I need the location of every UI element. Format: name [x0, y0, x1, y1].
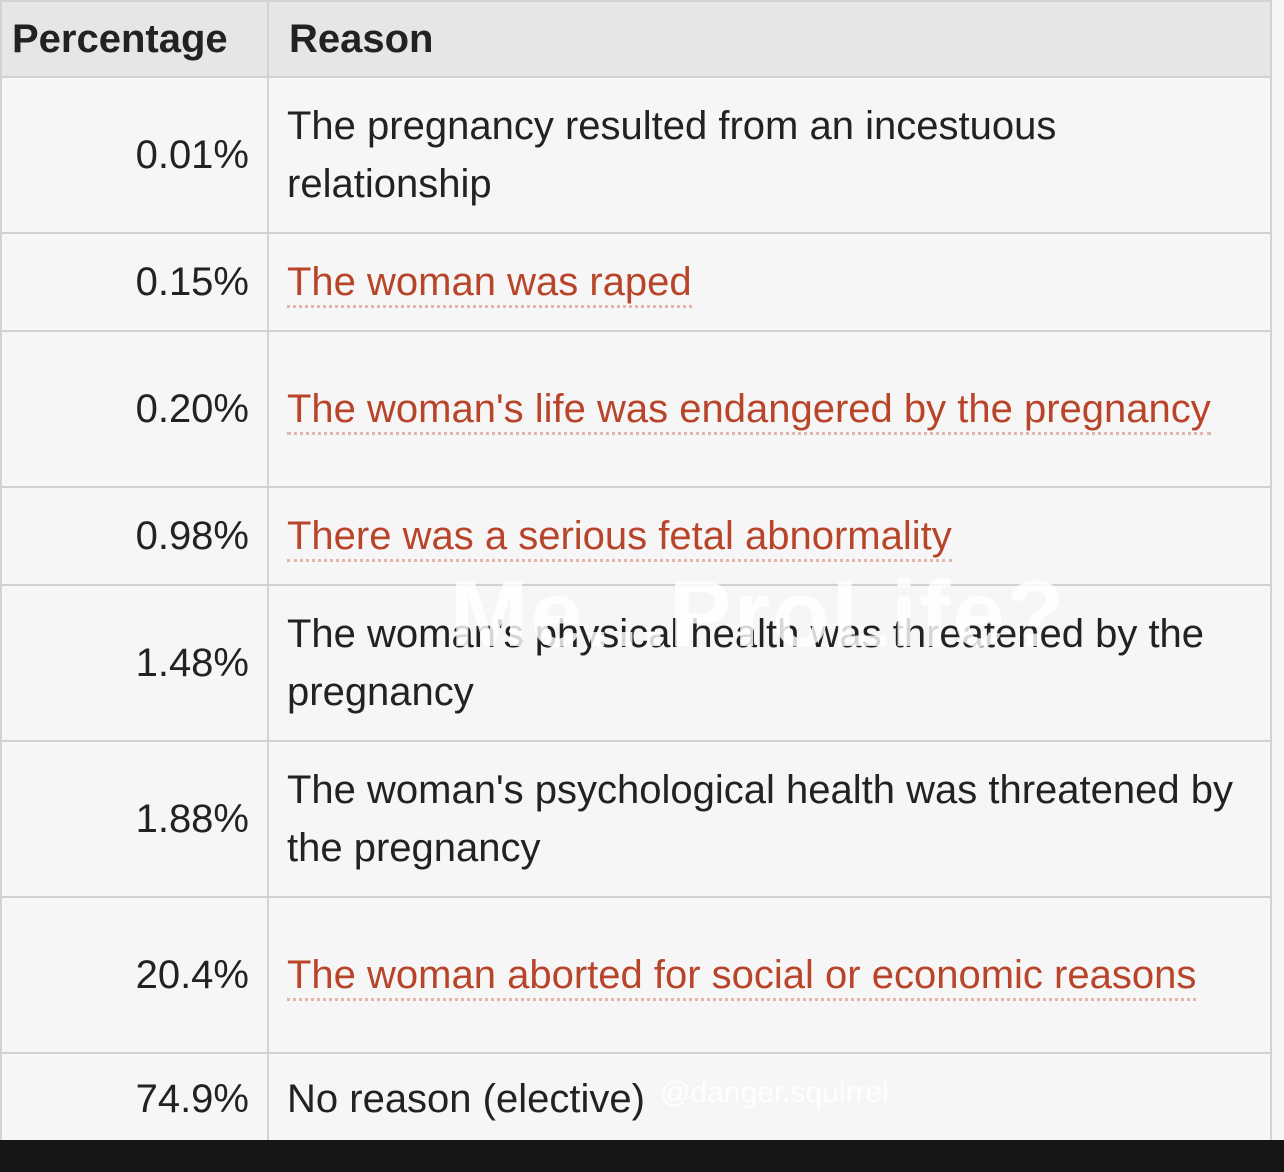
reason-cell: The woman's life was endangered by the p… — [267, 330, 1272, 488]
reason-cell: No reason (elective) — [267, 1052, 1272, 1140]
percentage-cell: 0.01% — [0, 76, 269, 234]
percentage-cell: 0.98% — [0, 486, 269, 586]
abortion-reasons-table: Percentage Reason 0.01% The pregnancy re… — [0, 0, 1272, 1140]
reason-cell: The woman was raped — [267, 232, 1272, 332]
reason-link[interactable]: The woman's life was endangered by the p… — [287, 387, 1211, 435]
table-row: 0.15% The woman was raped — [0, 232, 1272, 332]
table-row: 1.48% The woman's physical health was th… — [0, 584, 1272, 742]
reason-cell: There was a serious fetal abnormality — [267, 486, 1272, 586]
percentage-cell: 20.4% — [0, 896, 269, 1054]
table-row: 0.20% The woman's life was endangered by… — [0, 330, 1272, 488]
table-row: 1.88% The woman's psychological health w… — [0, 740, 1272, 898]
bottom-bar — [0, 1140, 1284, 1172]
percentage-column-header: Percentage — [0, 0, 269, 78]
percentage-cell: 74.9% — [0, 1052, 269, 1140]
table-row: 0.01% The pregnancy resulted from an inc… — [0, 76, 1272, 234]
reason-cell: The woman's psychological health was thr… — [267, 740, 1272, 898]
reason-column-header: Reason — [267, 0, 1272, 78]
reason-link[interactable]: The woman was raped — [287, 260, 692, 308]
percentage-cell: 0.15% — [0, 232, 269, 332]
reason-cell: The pregnancy resulted from an incestuou… — [267, 76, 1272, 234]
table-header-row: Percentage Reason — [0, 0, 1272, 78]
percentage-cell: 1.88% — [0, 740, 269, 898]
percentage-cell: 1.48% — [0, 584, 269, 742]
screenshot-page: Percentage Reason 0.01% The pregnancy re… — [0, 0, 1284, 1140]
reason-link[interactable]: There was a serious fetal abnormality — [287, 514, 952, 562]
reason-cell: The woman's physical health was threaten… — [267, 584, 1272, 742]
reason-link[interactable]: The woman aborted for social or economic… — [287, 953, 1197, 1001]
table-row: 0.98% There was a serious fetal abnormal… — [0, 486, 1272, 586]
table-row: 20.4% The woman aborted for social or ec… — [0, 896, 1272, 1054]
reason-cell: The woman aborted for social or economic… — [267, 896, 1272, 1054]
watermark-handle: @danger.squirrel — [660, 1076, 889, 1109]
table-row: 74.9% No reason (elective) — [0, 1052, 1272, 1140]
percentage-cell: 0.20% — [0, 330, 269, 488]
